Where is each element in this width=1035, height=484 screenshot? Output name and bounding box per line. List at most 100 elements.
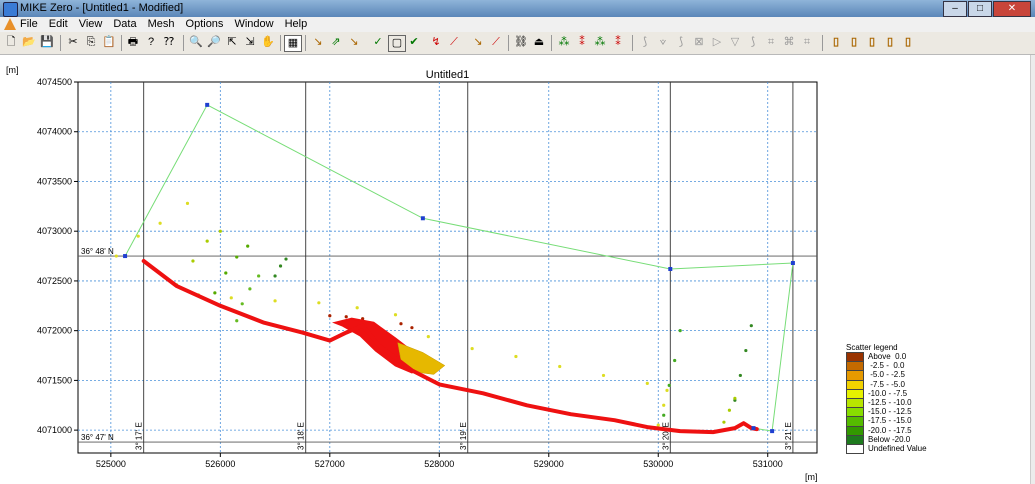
x-tick-label: 526000 — [205, 459, 235, 469]
legend-label: -17.5 - -15.0 — [868, 416, 912, 426]
locate-icon[interactable]: ⏏ — [533, 36, 545, 48]
scatter-point — [645, 381, 649, 385]
grid-toggle-icon[interactable]: ▦ — [284, 35, 302, 52]
points-tool-4-icon[interactable]: ⁑ — [615, 36, 621, 48]
scatter-point — [749, 324, 753, 328]
legend-swatch — [846, 416, 864, 427]
x-axis-unit: [m] — [805, 472, 818, 482]
x-tick-label: 528000 — [424, 459, 454, 469]
mesh-tool-4-icon[interactable]: ✓ — [373, 36, 383, 48]
maximize-button[interactable]: □ — [968, 1, 992, 17]
points-tool-1-icon[interactable]: ⁂ — [558, 36, 570, 48]
scatter-point — [235, 319, 239, 323]
scatter-point — [158, 221, 162, 225]
analysis-tool-1-icon[interactable]: ⟆ — [642, 36, 648, 48]
menu-help[interactable]: Help — [284, 18, 308, 30]
y-tick-label: 4071500 — [37, 375, 72, 385]
analysis-tool-10-icon[interactable]: ⌗ — [803, 36, 811, 48]
analysis-tool-7-icon[interactable]: ⟆ — [750, 36, 756, 48]
legend-label: -12.5 - -10.0 — [868, 398, 912, 408]
open-folder-icon[interactable]: 📂 — [22, 36, 36, 48]
legend-swatch — [846, 370, 864, 381]
menu-window[interactable]: Window — [234, 18, 274, 30]
mesh-tool-7-icon[interactable]: ↯ — [431, 36, 441, 48]
mesh-tool-8-icon[interactable]: ⟋ — [450, 36, 458, 48]
coastline — [141, 259, 759, 435]
find-icon[interactable]: ⛓ — [514, 36, 528, 48]
scatter-point — [727, 408, 732, 412]
document-tool-3-icon[interactable]: ▯ — [868, 36, 876, 48]
close-button[interactable]: ✕ — [993, 1, 1031, 17]
analysis-tool-2-icon[interactable]: ⟇ — [659, 36, 667, 48]
scatter-point — [514, 354, 518, 359]
paste-icon[interactable]: 📋 — [102, 36, 116, 48]
scatter-point — [665, 388, 669, 392]
save-icon[interactable]: 💾 — [40, 36, 54, 48]
analysis-tool-6-icon[interactable]: ▽ — [730, 36, 740, 48]
legend-title: Scatter legend — [846, 343, 898, 352]
boundary-vertex — [205, 102, 210, 107]
legend-swatch — [846, 351, 864, 363]
scatter-point — [240, 302, 244, 306]
scatter-point — [361, 317, 365, 321]
toolbar: 🗋 📂 💾 ✂ ⎘ 📋 🖶 ? ⁇ 🔍 🔎 ⇱ ⇲ ✋ ▦ ↘ ⇗ ↘ ✓ ▢ … — [0, 32, 1035, 55]
next-view-icon[interactable]: ⇲ — [245, 36, 255, 48]
context-help-icon[interactable]: ⁇ — [163, 36, 175, 48]
legend-swatch — [846, 443, 864, 455]
scatter-point — [601, 373, 606, 378]
mesh-tool-3-icon[interactable]: ↘ — [349, 36, 359, 48]
copy-icon[interactable]: ⎘ — [86, 36, 96, 48]
scatter-point — [744, 348, 748, 353]
document-tool-2-icon[interactable]: ▯ — [850, 36, 858, 48]
boundary-vertex — [420, 216, 425, 221]
menu-data[interactable]: Data — [113, 18, 137, 30]
new-file-icon[interactable]: 🗋 — [6, 36, 16, 48]
menu-view[interactable]: View — [78, 18, 103, 30]
longitude-label: 3° 17' E — [135, 422, 144, 450]
toolbar-separator — [508, 35, 509, 51]
menu-options[interactable]: Options — [185, 18, 224, 30]
mesh-tool-9-icon[interactable]: ↘ — [473, 36, 483, 48]
document-tool-5-icon[interactable]: ▯ — [904, 36, 912, 48]
analysis-tool-9-icon[interactable]: ⌘ — [783, 36, 795, 48]
mesh-tool-10-icon[interactable]: ⟋ — [492, 36, 500, 48]
mesh-plot[interactable]: Untitled1 525000 526000 527000 528000 529000 5… — [0, 55, 1030, 484]
print-icon[interactable]: 🖶 — [127, 36, 139, 48]
mesh-tool-6-icon[interactable]: ✔ — [409, 36, 419, 48]
toolbar-separator — [183, 35, 184, 51]
previous-view-icon[interactable]: ⇱ — [227, 36, 237, 48]
scatter-point — [114, 254, 118, 258]
menu-edit[interactable]: Edit — [48, 18, 68, 30]
map-workspace[interactable]: [m] [m] Untitled1 525000 526000 527000 52800… — [0, 55, 1035, 484]
analysis-tool-5-icon[interactable]: ▷ — [712, 36, 722, 48]
scrollbar-edge[interactable] — [1030, 55, 1035, 484]
minimize-button[interactable]: – — [943, 1, 967, 17]
legend-entry: -20.0 - -17.5 — [846, 425, 927, 436]
analysis-tool-8-icon[interactable]: ⌗ — [767, 36, 775, 48]
zoom-in-icon[interactable]: 🔍 — [189, 36, 203, 48]
scatter-point — [284, 257, 288, 261]
mesh-tool-5-icon[interactable]: ▢ — [388, 35, 406, 52]
pan-hand-icon[interactable]: ✋ — [261, 36, 275, 48]
title-bar: MIKE Zero - [Untitled1 - Modified] – □ ✕ — [0, 0, 1035, 17]
cut-icon[interactable]: ✂ — [68, 36, 78, 48]
document-tool-1-icon[interactable]: ▯ — [832, 36, 840, 48]
document-tool-4-icon[interactable]: ▯ — [886, 36, 894, 48]
toolbar-separator — [60, 35, 61, 51]
zoom-out-icon[interactable]: 🔎 — [207, 36, 221, 48]
y-tick-label: 4073000 — [37, 226, 72, 236]
legend-entry: -7.5 - -5.0 — [846, 379, 927, 390]
mesh-tool-1-icon[interactable]: ↘ — [313, 36, 323, 48]
analysis-tool-4-icon[interactable]: ⊠ — [694, 36, 704, 48]
points-tool-3-icon[interactable]: ⁂ — [594, 36, 606, 48]
mesh-tool-2-icon[interactable]: ⇗ — [331, 36, 341, 48]
help-icon[interactable]: ? — [147, 36, 155, 48]
points-tool-2-icon[interactable]: ⁑ — [579, 36, 585, 48]
menu-mesh[interactable]: Mesh — [147, 18, 175, 30]
legend-swatch — [846, 361, 864, 372]
legend-label: Undefined Value — [868, 443, 927, 453]
analysis-tool-3-icon[interactable]: ⟆ — [678, 36, 684, 48]
menu-file[interactable]: File — [20, 18, 38, 30]
x-tick-label: 530000 — [643, 459, 673, 469]
mike-zero-app-icon — [3, 2, 18, 17]
